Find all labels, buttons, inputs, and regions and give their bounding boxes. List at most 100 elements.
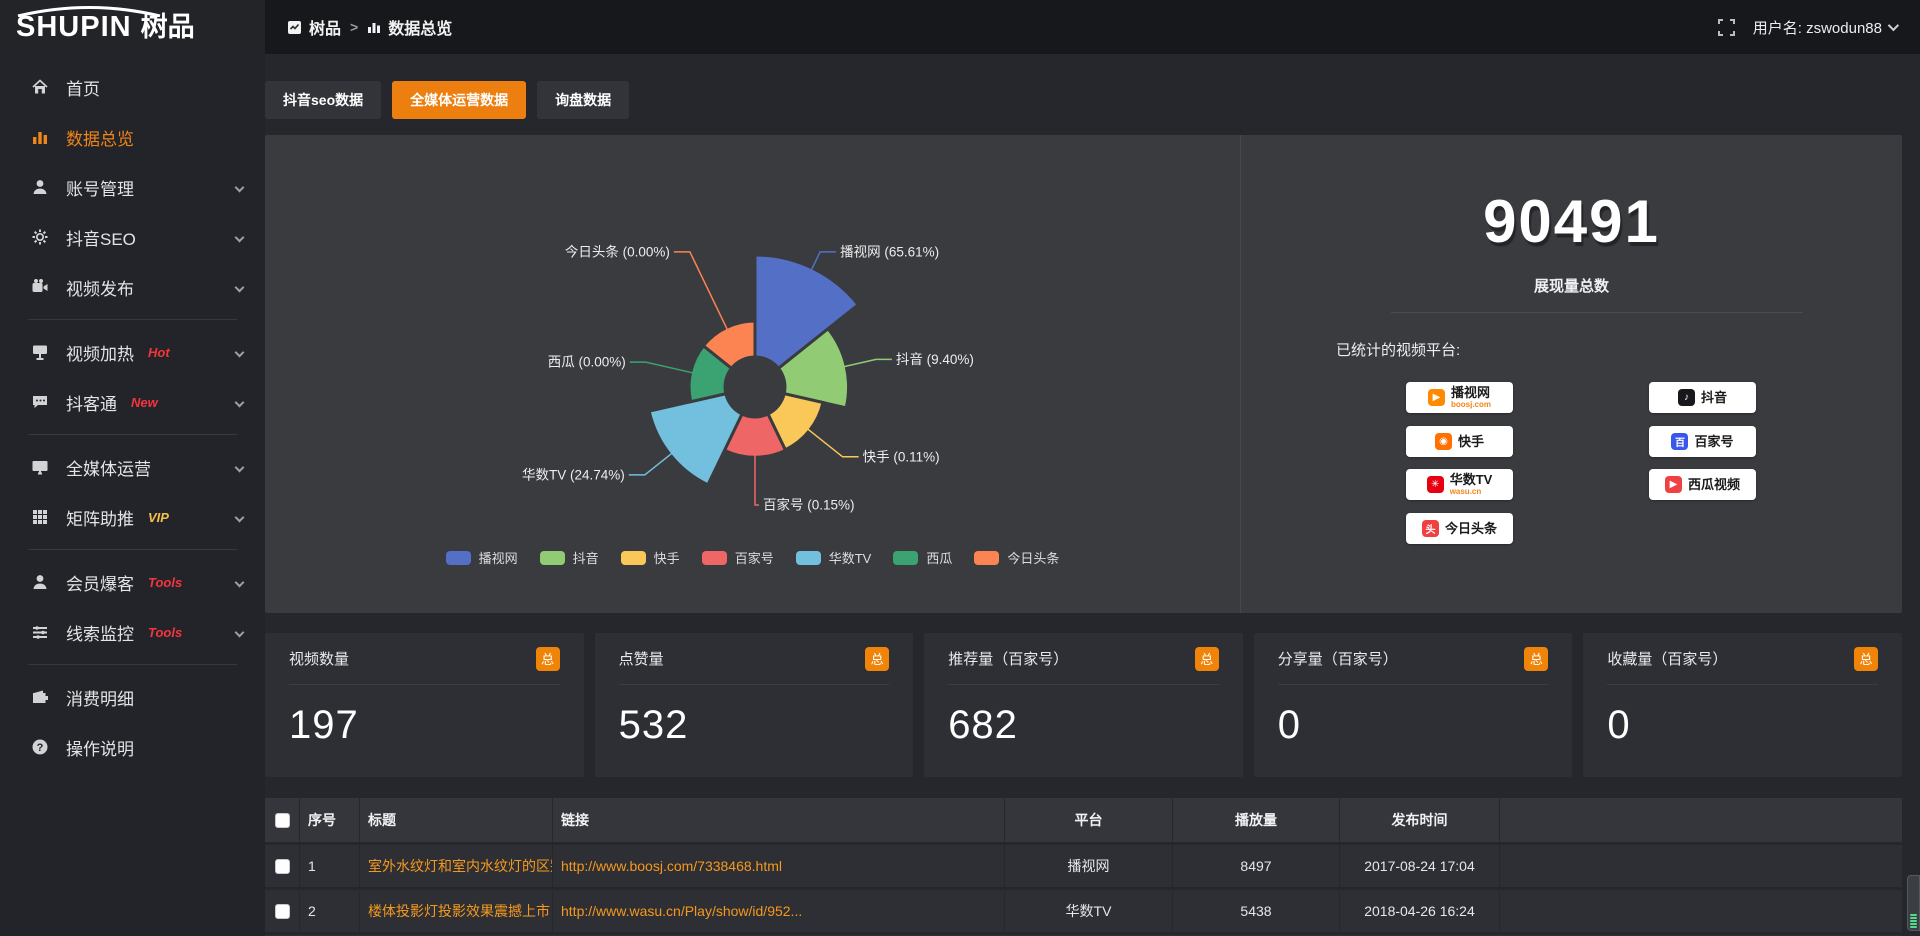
breadcrumb-current[interactable]: 数据总览 (367, 15, 452, 39)
app-logo[interactable]: SHUPIN 树品 (0, 0, 265, 54)
row-checkbox[interactable] (275, 858, 290, 874)
platform-name: 西瓜视频 (1687, 477, 1740, 492)
table-row-1: 1 室外水纹灯和室内水纹灯的区别和简介 http://www.boosj.com… (265, 842, 1902, 887)
stat-card-value: 682 (948, 703, 1018, 747)
sidebar-item-9[interactable]: 矩阵助推 VIP (0, 492, 265, 542)
stat-card-header: 推荐量（百家号） 总 (948, 633, 1219, 685)
stat-card-title: 视频数量 (289, 651, 350, 668)
video-title-link[interactable]: 楼体投影灯投影效果震撼上市 (368, 903, 550, 919)
stat-card-title: 推荐量（百家号） (948, 651, 1069, 668)
pie-label-line (629, 361, 693, 374)
legend-swatch (539, 550, 565, 565)
video-icon (30, 277, 50, 297)
legend-item-西瓜[interactable]: 西瓜 (893, 548, 952, 567)
platform-name: 百家号 (1694, 433, 1734, 449)
header-checkbox-cell (265, 798, 300, 842)
floating-widget[interactable] (1907, 875, 1920, 931)
platform-chip-西瓜视频: ▶ 西瓜视频 (1649, 469, 1756, 500)
sidebar-item-label: 操作说明 (66, 739, 134, 759)
col-title: 标题 (360, 798, 553, 842)
stat-card-header: 视频数量 总 (289, 633, 560, 685)
fullscreen-icon[interactable] (1717, 18, 1735, 36)
col-time: 发布时间 (1340, 798, 1500, 842)
cell-plays: 8497 (1173, 845, 1340, 887)
user-menu[interactable]: 用户名: zswodun88 (1752, 17, 1900, 38)
pie-slice-抖音[interactable] (776, 326, 851, 410)
stat-cards: 视频数量 总 197 点赞量 总 532 推荐量（百家号） 总 682 分享量（… (265, 633, 1902, 777)
select-all-checkbox[interactable] (275, 812, 290, 828)
breadcrumb-home[interactable]: 树品 (287, 15, 341, 39)
sliders-icon (30, 622, 50, 642)
legend-swatch (620, 550, 646, 565)
sidebar-badge: New (131, 394, 158, 410)
stat-card-value: 197 (289, 703, 359, 747)
tab-1[interactable]: 抖音seo数据 (265, 81, 382, 119)
toutiao-icon: 头 (1421, 519, 1439, 537)
pie-chart-area: 播视网 (65.61%) 抖音 (9.40%) 快手 (0.11%) 百家号 (0.1… (265, 135, 1240, 613)
sidebar-item-10[interactable]: 会员爆客 Tools (0, 557, 265, 607)
sidebar-item-7[interactable]: 抖客通 New (0, 377, 265, 427)
burst-icon: ✳ (1426, 476, 1444, 493)
platform-chip-播视网: ▶ 播视网 boosj.com (1406, 382, 1513, 413)
video-url-link[interactable]: http://www.boosj.com/7338468.html (561, 858, 783, 874)
sidebar-item-label: 视频加热 (66, 344, 134, 364)
legend-item-抖音[interactable]: 抖音 (539, 548, 599, 567)
breadcrumb-separator: > (350, 19, 359, 35)
pie-label: 今日头条 (0.00%) (565, 243, 670, 259)
platform-chip-华数TV: ✳ 华数TV wasu.cn (1406, 469, 1513, 500)
sidebar-item-label: 视频发布 (66, 279, 134, 299)
sidebar-badge: Tools (148, 574, 183, 590)
tab-3[interactable]: 询盘数据 (537, 81, 630, 119)
play-circle-icon: ▶ (1664, 476, 1682, 493)
cell-title: 楼体投影灯投影效果震撼上市 (360, 890, 553, 932)
sidebar-item-13[interactable]: ? 操作说明 (0, 722, 265, 772)
total-badge: 总 (1524, 646, 1549, 671)
sidebar-item-11[interactable]: 线索监控 Tools (0, 607, 265, 657)
video-title-link[interactable]: 室外水纹灯和室内水纹灯的区别和简介 (368, 858, 552, 874)
breadcrumb-label: 数据总览 (388, 21, 453, 38)
legend-item-快手[interactable]: 快手 (620, 548, 680, 567)
legend-item-百家号[interactable]: 百家号 (701, 548, 774, 567)
sidebar-item-5[interactable]: 视频发布 (0, 262, 265, 312)
col-seq: 序号 (300, 798, 360, 842)
sidebar-item-3[interactable]: 账号管理 (0, 162, 265, 212)
chevron-down-icon (234, 627, 245, 637)
legend-item-华数TV[interactable]: 华数TV (795, 548, 871, 567)
pie-slice-今日头条[interactable] (701, 319, 757, 371)
sidebar-item-12[interactable]: 消费明细 (0, 672, 265, 722)
platform-subtext: wasu.cn (1449, 487, 1482, 496)
row-checkbox-cell (265, 845, 300, 887)
pie-slice-华数TV[interactable] (647, 391, 745, 487)
cell-extra (1500, 845, 1902, 887)
sidebar-item-6[interactable]: 视频加热 Hot (0, 327, 265, 377)
cell-seq: 1 (300, 845, 360, 887)
username-text: 用户名: zswodun88 (1752, 19, 1882, 37)
pie-slice-播视网[interactable] (753, 253, 861, 371)
sidebar-item-2[interactable]: 数据总览 (0, 112, 265, 162)
platform-name: 华数TV (1449, 472, 1493, 487)
stat-card-value: 532 (618, 703, 689, 747)
tab-2[interactable]: 全媒体运营数据 (392, 81, 527, 119)
sidebar-item-label: 账号管理 (66, 179, 134, 199)
rose-pie-chart[interactable]: 播视网 (65.61%) 抖音 (9.40%) 快手 (0.11%) 百家号 (0.1… (265, 135, 1240, 548)
platform-name: 今日头条 (1444, 520, 1497, 536)
legend-item-播视网[interactable]: 播视网 (445, 548, 518, 567)
legend-item-今日头条[interactable]: 今日头条 (974, 548, 1059, 567)
sidebar-item-8[interactable]: 全媒体运营 (0, 442, 265, 492)
pie-label: 华数TV (24.74%) (522, 467, 625, 482)
legend-label: 西瓜 (926, 551, 953, 566)
sidebar-item-1[interactable]: 首页 (0, 62, 265, 112)
video-url-link[interactable]: http://www.wasu.cn/Play/show/id/952... (561, 903, 803, 919)
row-checkbox[interactable] (275, 903, 290, 919)
pie-label: 百家号 (0.15%) (763, 497, 855, 513)
chevron-down-icon (234, 232, 245, 242)
breadcrumb: 树品 > 数据总览 (265, 0, 452, 54)
cell-extra (1500, 890, 1902, 932)
data-tabs: 抖音seo数据 全媒体运营数据 询盘数据 (265, 81, 630, 119)
music-note-icon: ♪ (1677, 389, 1695, 406)
sidebar-item-label: 首页 (66, 79, 100, 99)
sidebar-item-4[interactable]: 抖音SEO (0, 212, 265, 262)
impressions-total-label: 展现量总数 (1533, 278, 1609, 295)
stat-card-title: 点赞量 (618, 651, 664, 668)
cell-time: 2017-08-24 17:04 (1340, 845, 1500, 887)
